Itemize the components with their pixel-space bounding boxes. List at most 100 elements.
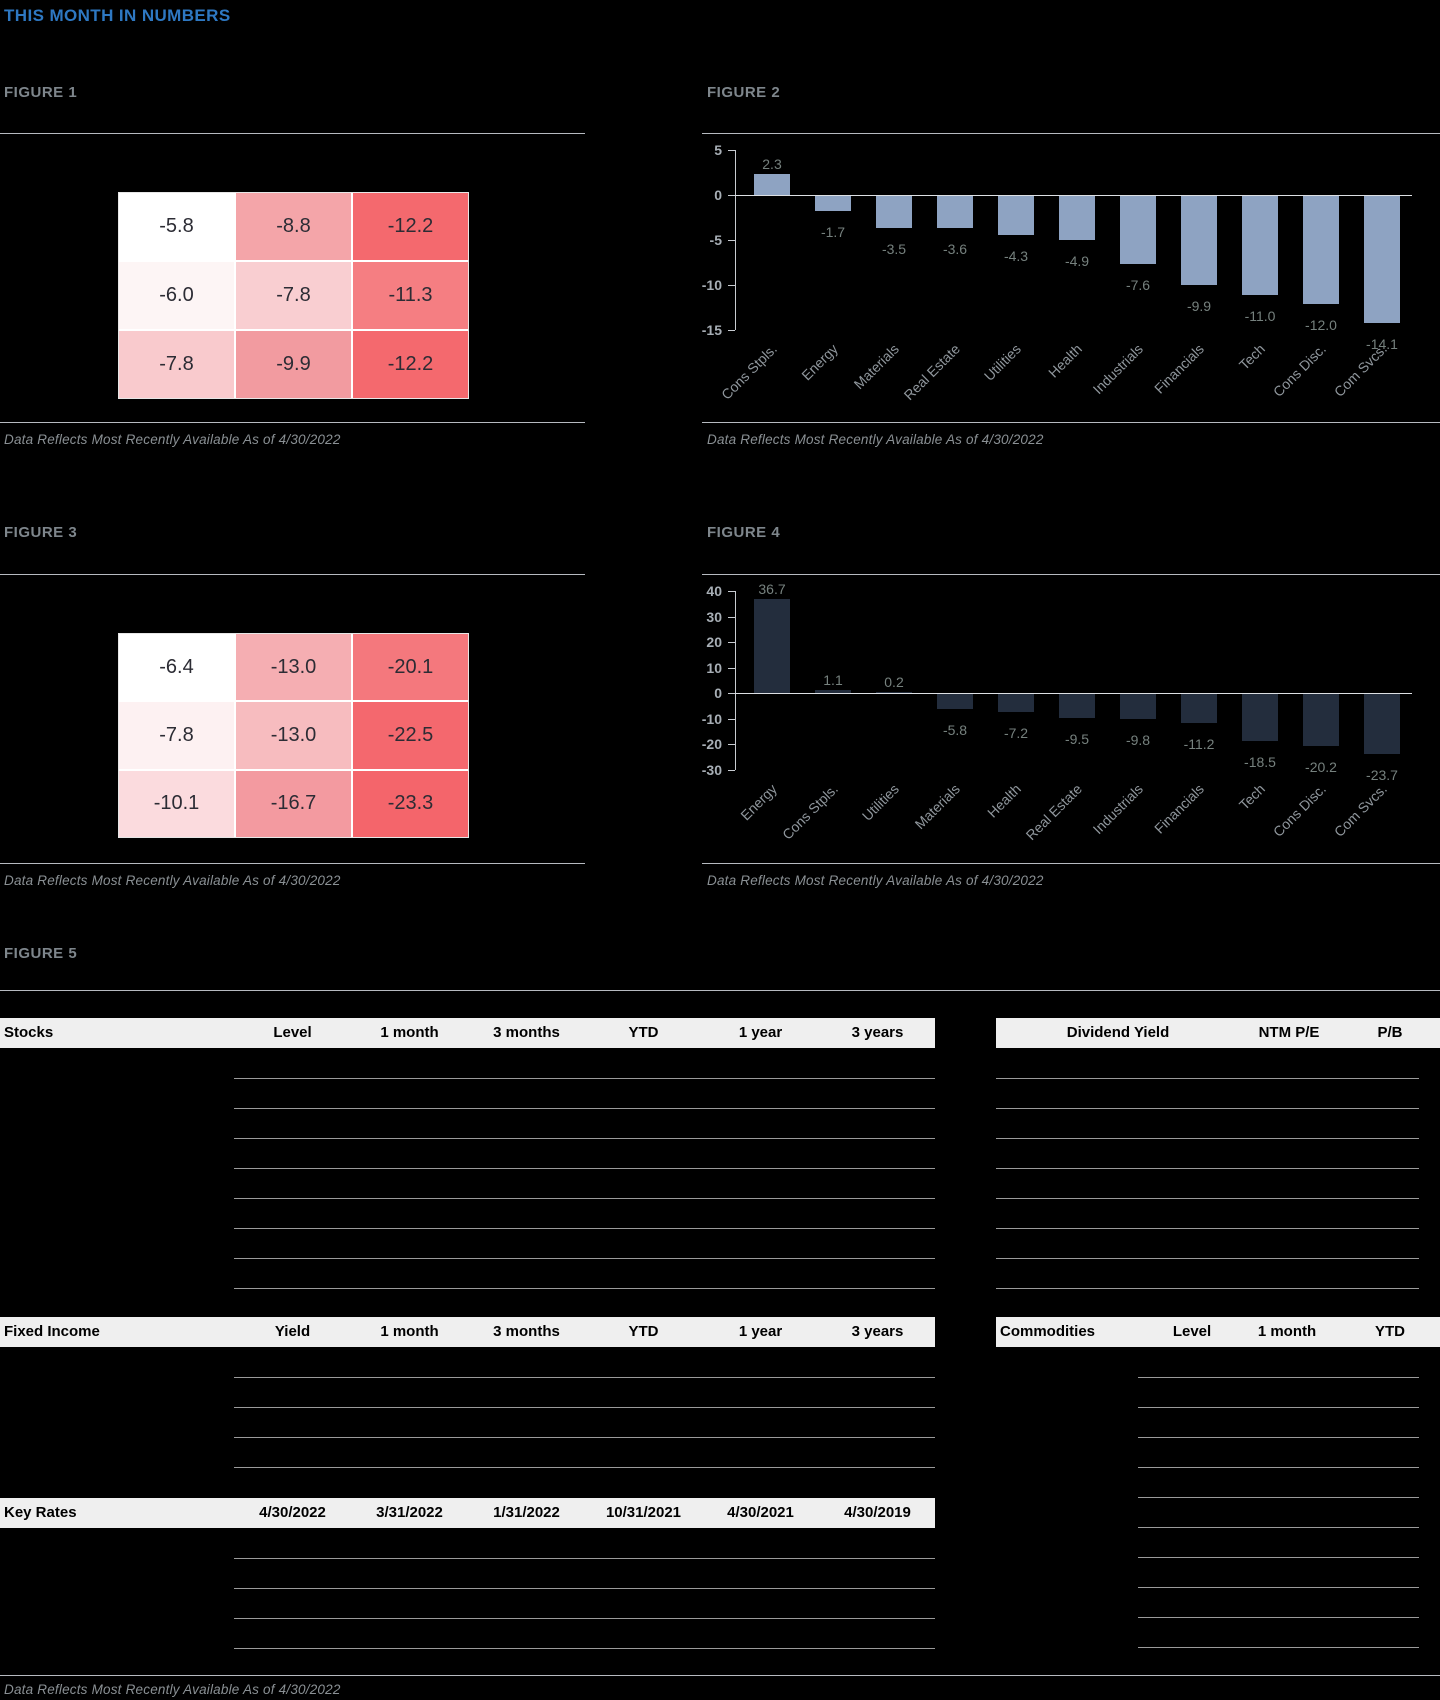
- y-axis-tick-mark: [728, 718, 735, 720]
- y-axis-tick-label: 20: [706, 634, 722, 650]
- bar: [1303, 196, 1339, 304]
- key-rates-table-column-header: 4/30/2021: [727, 1504, 794, 1521]
- commodities-table-row-separator: [1138, 1557, 1419, 1558]
- figure1-footnote: Data Reflects Most Recently Available As…: [4, 432, 341, 447]
- key-rates-table-column-header: 4/30/2022: [259, 1504, 326, 1521]
- heatmap-cell: -7.8: [236, 262, 351, 329]
- bar-value-label: -9.5: [1064, 731, 1090, 748]
- y-axis-tick-label: -20: [701, 736, 722, 752]
- valuation-table-column-header: NTM P/E: [1258, 1024, 1320, 1041]
- stocks-table-row-separator: [234, 1258, 935, 1259]
- fixed-income-table-row-separator: [234, 1467, 935, 1468]
- figure1-bottom-rule: [0, 422, 585, 423]
- commodities-table-row-separator: [1138, 1467, 1419, 1468]
- bar: [1242, 694, 1278, 742]
- bar: [1242, 196, 1278, 295]
- bar: [815, 196, 851, 212]
- bar-value-label: -4.3: [1003, 247, 1029, 264]
- figure4-label: FIGURE 4: [707, 524, 781, 541]
- fixed-income-table-column-header: 1 year: [738, 1323, 783, 1340]
- figure5-label: FIGURE 5: [4, 945, 78, 962]
- x-axis-category-label: Cons Disc.: [1269, 780, 1329, 840]
- key-rates-table-row-separator: [234, 1558, 935, 1559]
- bar: [1059, 694, 1095, 719]
- bar-value-label: -14.1: [1366, 335, 1398, 352]
- bar: [1181, 196, 1217, 286]
- fixed-income-table-column-header: 1 month: [380, 1323, 439, 1340]
- bar-value-label: -3.5: [881, 240, 907, 257]
- bar: [1120, 196, 1156, 265]
- commodities-table-row-separator: [1138, 1587, 1419, 1588]
- x-axis-category-label: Industrials: [1089, 780, 1146, 838]
- y-axis-tick-mark: [728, 693, 735, 694]
- bar: [1059, 196, 1095, 241]
- y-axis-tick-mark: [728, 744, 735, 745]
- heatmap-cell: -9.9: [236, 331, 351, 398]
- commodities-table-column-header: YTD: [1375, 1323, 1405, 1340]
- y-axis-tick-mark: [728, 591, 735, 592]
- bar: [876, 692, 912, 693]
- figure3-label: FIGURE 3: [4, 524, 78, 541]
- bar: [1364, 694, 1400, 755]
- commodities-table-header: [996, 1317, 1440, 1347]
- key-rates-table-row-separator: [234, 1588, 935, 1589]
- zero-axis-line: [735, 195, 1412, 196]
- x-axis-category-label: Com Svcs.: [1330, 340, 1390, 400]
- y-axis-tick-mark: [728, 667, 735, 669]
- y-axis-tick-mark: [728, 642, 735, 643]
- bar: [754, 599, 790, 693]
- commodities-table-row-separator: [1138, 1497, 1419, 1498]
- page-footnote: Data Reflects Most Recently Available As…: [4, 1682, 341, 1697]
- commodities-table-label: Commodities: [1000, 1323, 1096, 1340]
- commodities-table-column-header: Level: [1172, 1323, 1212, 1340]
- y-axis-tick-mark: [728, 150, 735, 151]
- heatmap-cell: -6.0: [119, 262, 234, 329]
- fixed-income-table-column-header: YTD: [628, 1323, 659, 1340]
- bar: [754, 174, 790, 195]
- figure2-label: FIGURE 2: [707, 84, 781, 101]
- bar-value-label: -11.2: [1183, 735, 1215, 752]
- valuation-table-column-header: P/B: [1377, 1024, 1403, 1041]
- y-axis-tick-mark: [728, 195, 735, 196]
- bar-value-label: -9.8: [1125, 731, 1151, 748]
- commodities-table-column-header: 1 month: [1257, 1323, 1317, 1340]
- valuation-table-row-separator: [996, 1138, 1419, 1139]
- bar-value-label: -20.2: [1305, 758, 1337, 775]
- figure3-footnote: Data Reflects Most Recently Available As…: [4, 873, 341, 888]
- x-axis-category-label: Tech: [1235, 340, 1268, 373]
- figure1-heatmap: -5.8 -8.8 -12.2 -6.0 -7.8 -11.3 -7.8 -9.9 -12.2: [118, 192, 469, 399]
- y-axis-tick-label: 30: [706, 608, 722, 625]
- bar: [998, 196, 1034, 235]
- stocks-table-column-header: 1 month: [380, 1024, 439, 1041]
- figure2-top-rule: [702, 133, 1440, 134]
- stocks-table-column-header: YTD: [628, 1024, 659, 1041]
- stocks-table-row-separator: [234, 1078, 935, 1079]
- commodities-table-row-separator: [1138, 1647, 1419, 1648]
- figure2-footnote: Data Reflects Most Recently Available As…: [707, 432, 1044, 447]
- y-axis-line: [735, 591, 736, 770]
- bar-value-label: 1.1: [823, 672, 843, 689]
- y-axis-tick-label: -10: [701, 277, 722, 293]
- y-axis-tick-mark: [728, 769, 735, 771]
- bar: [815, 690, 851, 693]
- bar-value-label: -12.0: [1305, 317, 1337, 333]
- valuation-table-row-separator: [996, 1258, 1419, 1259]
- y-axis-tick-label: 5: [714, 142, 722, 158]
- y-axis-tick-label: -10: [701, 710, 722, 727]
- valuation-table-row-separator: [996, 1168, 1419, 1169]
- fixed-income-table-row-separator: [234, 1437, 935, 1438]
- y-axis-tick-label: -30: [701, 761, 722, 778]
- x-axis-category-label: Financials: [1151, 340, 1207, 397]
- y-axis-tick-mark: [728, 330, 735, 331]
- stocks-table-row-separator: [234, 1228, 935, 1229]
- bar-value-label: -18.5: [1244, 754, 1276, 771]
- bar-value-label: -23.7: [1366, 767, 1398, 784]
- heatmap-cell: -12.2: [353, 331, 468, 398]
- valuation-table-row-separator: [996, 1198, 1419, 1199]
- figure3-bottom-rule: [0, 863, 585, 864]
- heatmap-cell: -10.1: [119, 770, 234, 837]
- stocks-table-row-separator: [234, 1108, 935, 1109]
- y-axis-line: [735, 150, 736, 330]
- stocks-table-label: Stocks: [4, 1024, 54, 1041]
